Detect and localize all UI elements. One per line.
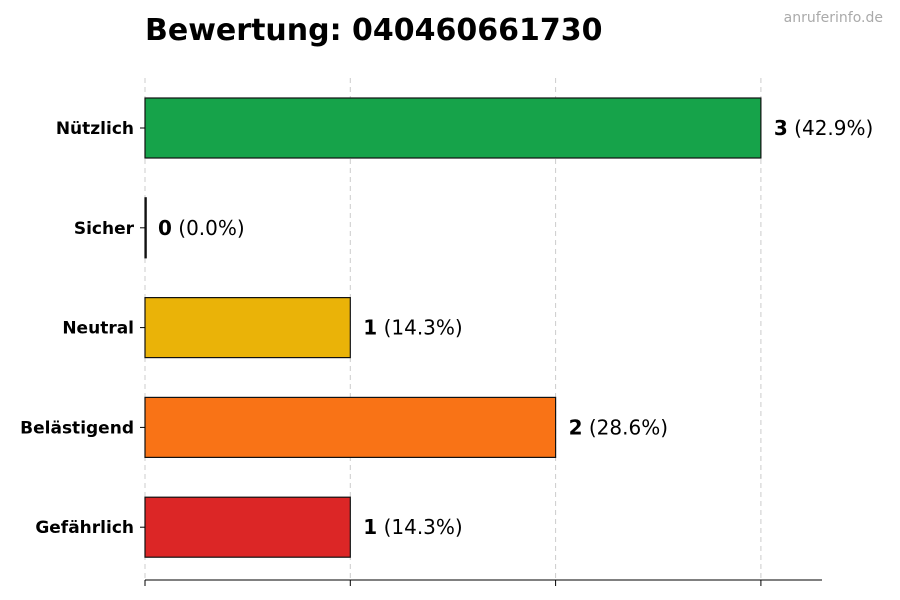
value-label: 2 (28.6%): [569, 415, 668, 439]
bars: [144, 97, 762, 558]
value-label: 3 (42.9%): [774, 116, 873, 140]
value-count: 0: [158, 216, 172, 240]
value-percent: (14.3%): [377, 316, 463, 340]
bar: [144, 97, 762, 159]
value-percent: (0.0%): [172, 216, 245, 240]
value-count: 2: [569, 415, 583, 439]
category-label: Neutral: [62, 319, 134, 339]
watermark: anruferinfo.de: [784, 10, 883, 26]
chart-title: Bewertung: 040460661730: [145, 13, 603, 48]
bar: [144, 396, 557, 458]
bar: [144, 197, 147, 259]
value-count: 1: [363, 316, 377, 340]
grid-lines: [144, 78, 762, 580]
value-label: 0 (0.0%): [158, 216, 245, 240]
value-count: 1: [363, 515, 377, 539]
value-label: 1 (14.3%): [363, 515, 462, 539]
category-label: Nützlich: [56, 119, 134, 139]
axes: [140, 127, 822, 586]
value-percent: (28.6%): [583, 415, 669, 439]
labels: Nützlich 3 (42.9%) Sicher 0 (0.0%) Neutral 1 …: [20, 116, 873, 539]
category-label: Sicher: [74, 219, 135, 239]
value-percent: (42.9%): [788, 116, 874, 140]
bar: [144, 496, 351, 558]
category-label: Belästigend: [20, 418, 134, 438]
value-label: 1 (14.3%): [363, 316, 462, 340]
category-label: Gefährlich: [35, 518, 134, 538]
value-count: 3: [774, 116, 788, 140]
value-percent: (14.3%): [377, 515, 463, 539]
bar: [144, 297, 351, 359]
